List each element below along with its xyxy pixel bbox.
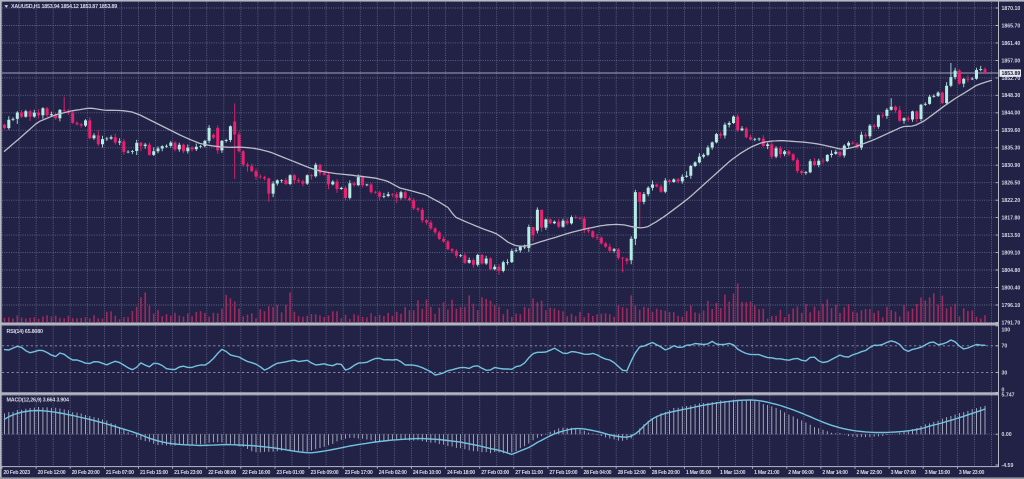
- svg-text:1861.40: 1861.40: [1002, 41, 1021, 47]
- svg-text:1870.10: 1870.10: [1002, 6, 1021, 12]
- svg-text:28 Feb 20:00: 28 Feb 20:00: [652, 470, 680, 476]
- svg-text:1826.50: 1826.50: [1002, 181, 1021, 187]
- svg-text:1865.70: 1865.70: [1002, 23, 1021, 29]
- svg-text:MACD(12,26,9) 3.664 3.904: MACD(12,26,9) 3.664 3.904: [7, 398, 69, 404]
- svg-text:RSI(14) 65.8080: RSI(14) 65.8080: [7, 329, 43, 335]
- svg-text:XAUUSD,H1 1853.94 1854.12 1853: XAUUSD,H1 1853.94 1854.12 1853.87 1853.8…: [11, 4, 117, 10]
- svg-text:1 Mar 21:00: 1 Mar 21:00: [754, 470, 780, 476]
- svg-text:5.747: 5.747: [1002, 392, 1015, 398]
- svg-text:1813.50: 1813.50: [1002, 233, 1021, 239]
- svg-text:1830.90: 1830.90: [1002, 163, 1021, 169]
- svg-text:1835.30: 1835.30: [1002, 146, 1021, 152]
- svg-text:27 Feb 11:00: 27 Feb 11:00: [515, 470, 543, 476]
- svg-text:2 Mar 22:00: 2 Mar 22:00: [857, 470, 883, 476]
- svg-text:1800.40: 1800.40: [1002, 285, 1021, 291]
- svg-text:1796.10: 1796.10: [1002, 303, 1021, 309]
- svg-text:22 Feb 08:00: 22 Feb 08:00: [208, 470, 236, 476]
- svg-text:1791.70: 1791.70: [1002, 320, 1021, 326]
- svg-text:1809.10: 1809.10: [1002, 251, 1021, 257]
- svg-text:24 Feb 18:00: 24 Feb 18:00: [447, 470, 475, 476]
- svg-text:70: 70: [1002, 344, 1008, 350]
- svg-text:1853.89: 1853.89: [1002, 71, 1021, 77]
- svg-text:1822.20: 1822.20: [1002, 198, 1021, 204]
- svg-text:20 Feb 2023: 20 Feb 2023: [4, 470, 31, 476]
- svg-text:3 Mar 15:00: 3 Mar 15:00: [925, 470, 951, 476]
- svg-text:1852.70: 1852.70: [1002, 76, 1021, 82]
- svg-text:21 Feb 23:00: 21 Feb 23:00: [174, 470, 202, 476]
- svg-text:24 Feb 10:00: 24 Feb 10:00: [413, 470, 441, 476]
- svg-text:1817.80: 1817.80: [1002, 216, 1021, 222]
- svg-text:-4.59: -4.59: [1002, 463, 1014, 469]
- svg-text:3 Mar 07:00: 3 Mar 07:00: [891, 470, 917, 476]
- svg-text:2 Mar 06:00: 2 Mar 06:00: [788, 470, 814, 476]
- svg-text:27 Feb 03:00: 27 Feb 03:00: [481, 470, 509, 476]
- svg-text:21 Feb 15:00: 21 Feb 15:00: [140, 470, 168, 476]
- svg-text:20 Feb 12:00: 20 Feb 12:00: [38, 470, 66, 476]
- svg-text:1844.00: 1844.00: [1002, 111, 1021, 117]
- svg-text:23 Feb 01:00: 23 Feb 01:00: [277, 470, 305, 476]
- svg-text:20 Feb 20:00: 20 Feb 20:00: [72, 470, 100, 476]
- svg-text:27 Feb 19:00: 27 Feb 19:00: [549, 470, 577, 476]
- svg-text:23 Feb 17:00: 23 Feb 17:00: [345, 470, 373, 476]
- svg-text:100: 100: [1002, 327, 1011, 333]
- svg-text:30: 30: [1002, 370, 1008, 376]
- svg-text:1 Mar 13:00: 1 Mar 13:00: [720, 470, 746, 476]
- svg-text:1 Mar 05:00: 1 Mar 05:00: [686, 470, 712, 476]
- svg-text:22 Feb 16:00: 22 Feb 16:00: [242, 470, 270, 476]
- svg-text:0.00: 0.00: [1002, 432, 1012, 438]
- svg-text:24 Feb 02:00: 24 Feb 02:00: [379, 470, 407, 476]
- svg-text:21 Feb 07:00: 21 Feb 07:00: [106, 470, 134, 476]
- svg-text:1804.80: 1804.80: [1002, 268, 1021, 274]
- svg-text:28 Feb 04:00: 28 Feb 04:00: [584, 470, 612, 476]
- svg-text:1857.00: 1857.00: [1002, 58, 1021, 64]
- svg-text:0: 0: [1002, 387, 1005, 393]
- svg-text:23 Feb 09:00: 23 Feb 09:00: [311, 470, 339, 476]
- svg-text:1848.30: 1848.30: [1002, 93, 1021, 99]
- svg-text:28 Feb 12:00: 28 Feb 12:00: [618, 470, 646, 476]
- svg-text:3 Mar 23:00: 3 Mar 23:00: [959, 470, 985, 476]
- svg-text:1839.60: 1839.60: [1002, 128, 1021, 134]
- svg-text:2 Mar 14:00: 2 Mar 14:00: [822, 470, 848, 476]
